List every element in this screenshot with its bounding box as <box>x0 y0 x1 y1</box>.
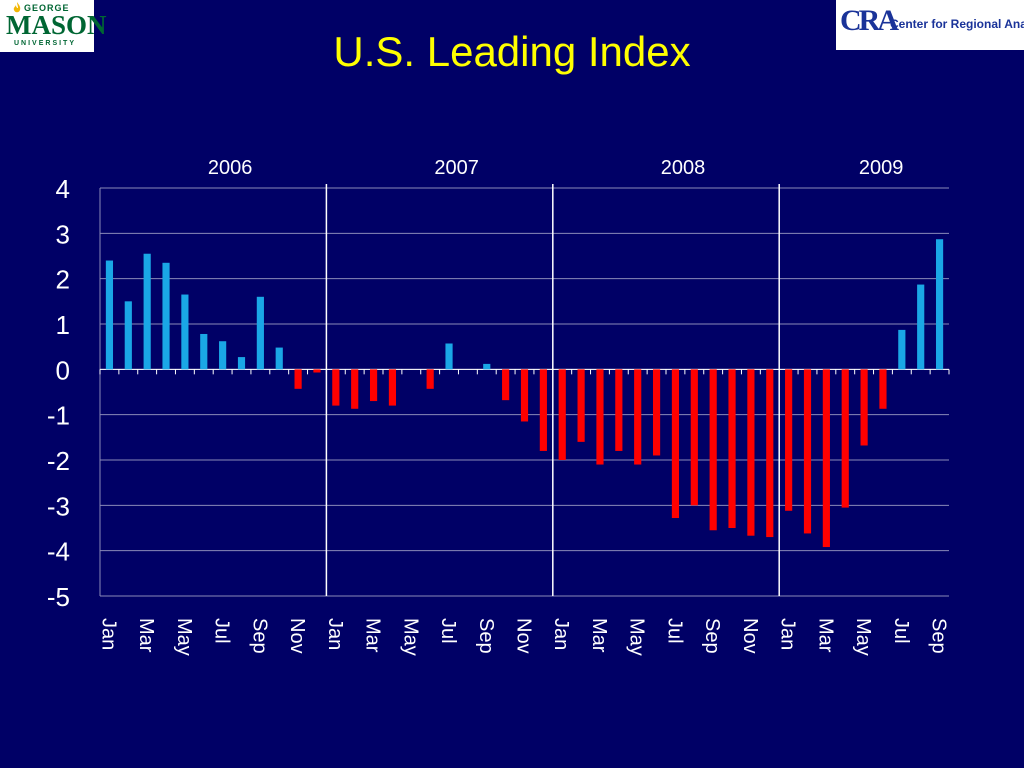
flame-icon <box>13 2 21 13</box>
bar <box>558 369 566 460</box>
x-tick-label: Jul <box>890 618 912 644</box>
x-tick-label: Mar <box>588 618 610 653</box>
bar <box>634 369 642 465</box>
bar <box>200 333 208 370</box>
x-tick-label: Nov <box>513 618 535 654</box>
bar <box>596 369 604 465</box>
x-tick-label: Mar <box>362 618 384 653</box>
y-tick-label: 0 <box>56 355 70 385</box>
bar <box>502 369 510 401</box>
bar <box>652 369 661 456</box>
x-tick-label: Jan <box>777 618 799 650</box>
bar <box>841 369 849 508</box>
x-tick-label: Jan <box>324 618 346 650</box>
bar <box>917 284 925 370</box>
y-tick-label: -3 <box>47 491 70 521</box>
bar <box>520 369 529 422</box>
bar <box>690 369 698 506</box>
y-tick-label: -1 <box>47 401 70 431</box>
x-tick-label: Nov <box>286 618 308 654</box>
bar <box>445 343 453 370</box>
page-title: U.S. Leading Index <box>333 28 691 75</box>
x-tick-label: Sep <box>928 618 950 654</box>
gmu-logo: GEORGE MASON UNIVERSITY <box>0 0 107 52</box>
x-tick-label: Jul <box>211 618 233 644</box>
x-tick-label: Nov <box>739 618 761 654</box>
bar <box>822 369 830 548</box>
bar <box>313 369 321 373</box>
bar <box>332 369 340 406</box>
bar <box>860 369 868 446</box>
bar <box>483 363 491 370</box>
cra-logo: CRA Center for Regional Analysis <box>836 0 1024 50</box>
bar <box>256 296 264 370</box>
bar <box>426 369 434 389</box>
x-tick-label: May <box>173 618 195 656</box>
bar <box>388 369 397 406</box>
bar <box>143 253 151 370</box>
x-tick-label: Jul <box>437 618 459 644</box>
y-tick-label: 2 <box>56 265 70 295</box>
bar <box>879 369 887 409</box>
year-label: 2009 <box>859 157 904 179</box>
x-tick-label: Mar <box>135 618 157 653</box>
logo-text-george: GEORGE <box>24 3 70 13</box>
y-tick-label: 4 <box>56 174 70 204</box>
y-tick-label: 3 <box>56 219 70 249</box>
bar <box>539 369 547 451</box>
bar <box>709 369 717 531</box>
year-label: 2006 <box>208 157 253 179</box>
bar <box>162 262 170 370</box>
bar <box>898 329 906 370</box>
bar <box>237 357 246 370</box>
bar <box>747 369 755 536</box>
bar <box>803 369 812 534</box>
bar <box>728 369 736 528</box>
bar <box>181 294 189 370</box>
cra-mark: CRA <box>840 4 899 37</box>
bar <box>785 369 793 511</box>
bar <box>766 369 774 538</box>
bar <box>935 239 944 370</box>
y-tick-label: -5 <box>47 582 70 612</box>
logo-text-university: UNIVERSITY <box>14 40 77 47</box>
bar <box>294 369 302 389</box>
bar <box>671 369 680 519</box>
y-tick-label: 1 <box>56 310 70 340</box>
year-label: 2008 <box>661 157 706 179</box>
x-tick-label: Sep <box>701 618 723 654</box>
bar <box>351 369 359 409</box>
bar <box>577 369 585 442</box>
x-tick-label: May <box>852 618 874 656</box>
x-tick-label: Jan <box>97 618 119 650</box>
bar <box>219 341 227 370</box>
x-tick-label: Jul <box>663 618 685 644</box>
x-tick-label: Sep <box>248 618 270 654</box>
x-tick-label: Mar <box>814 618 836 653</box>
x-tick-label: May <box>626 618 648 656</box>
bar <box>124 301 132 370</box>
y-tick-label: -4 <box>47 537 70 567</box>
logo-text-mason: MASON <box>6 10 107 40</box>
x-tick-label: Jan <box>550 618 572 650</box>
y-tick-label: -2 <box>47 446 70 476</box>
year-label: 2007 <box>434 157 479 179</box>
bar <box>105 260 114 370</box>
bar <box>615 369 623 451</box>
x-tick-label: Sep <box>475 618 497 654</box>
bar <box>275 347 283 370</box>
cra-name: Center for Regional Analysis <box>890 17 1024 31</box>
bar <box>369 369 378 402</box>
x-tick-label: May <box>399 618 421 656</box>
